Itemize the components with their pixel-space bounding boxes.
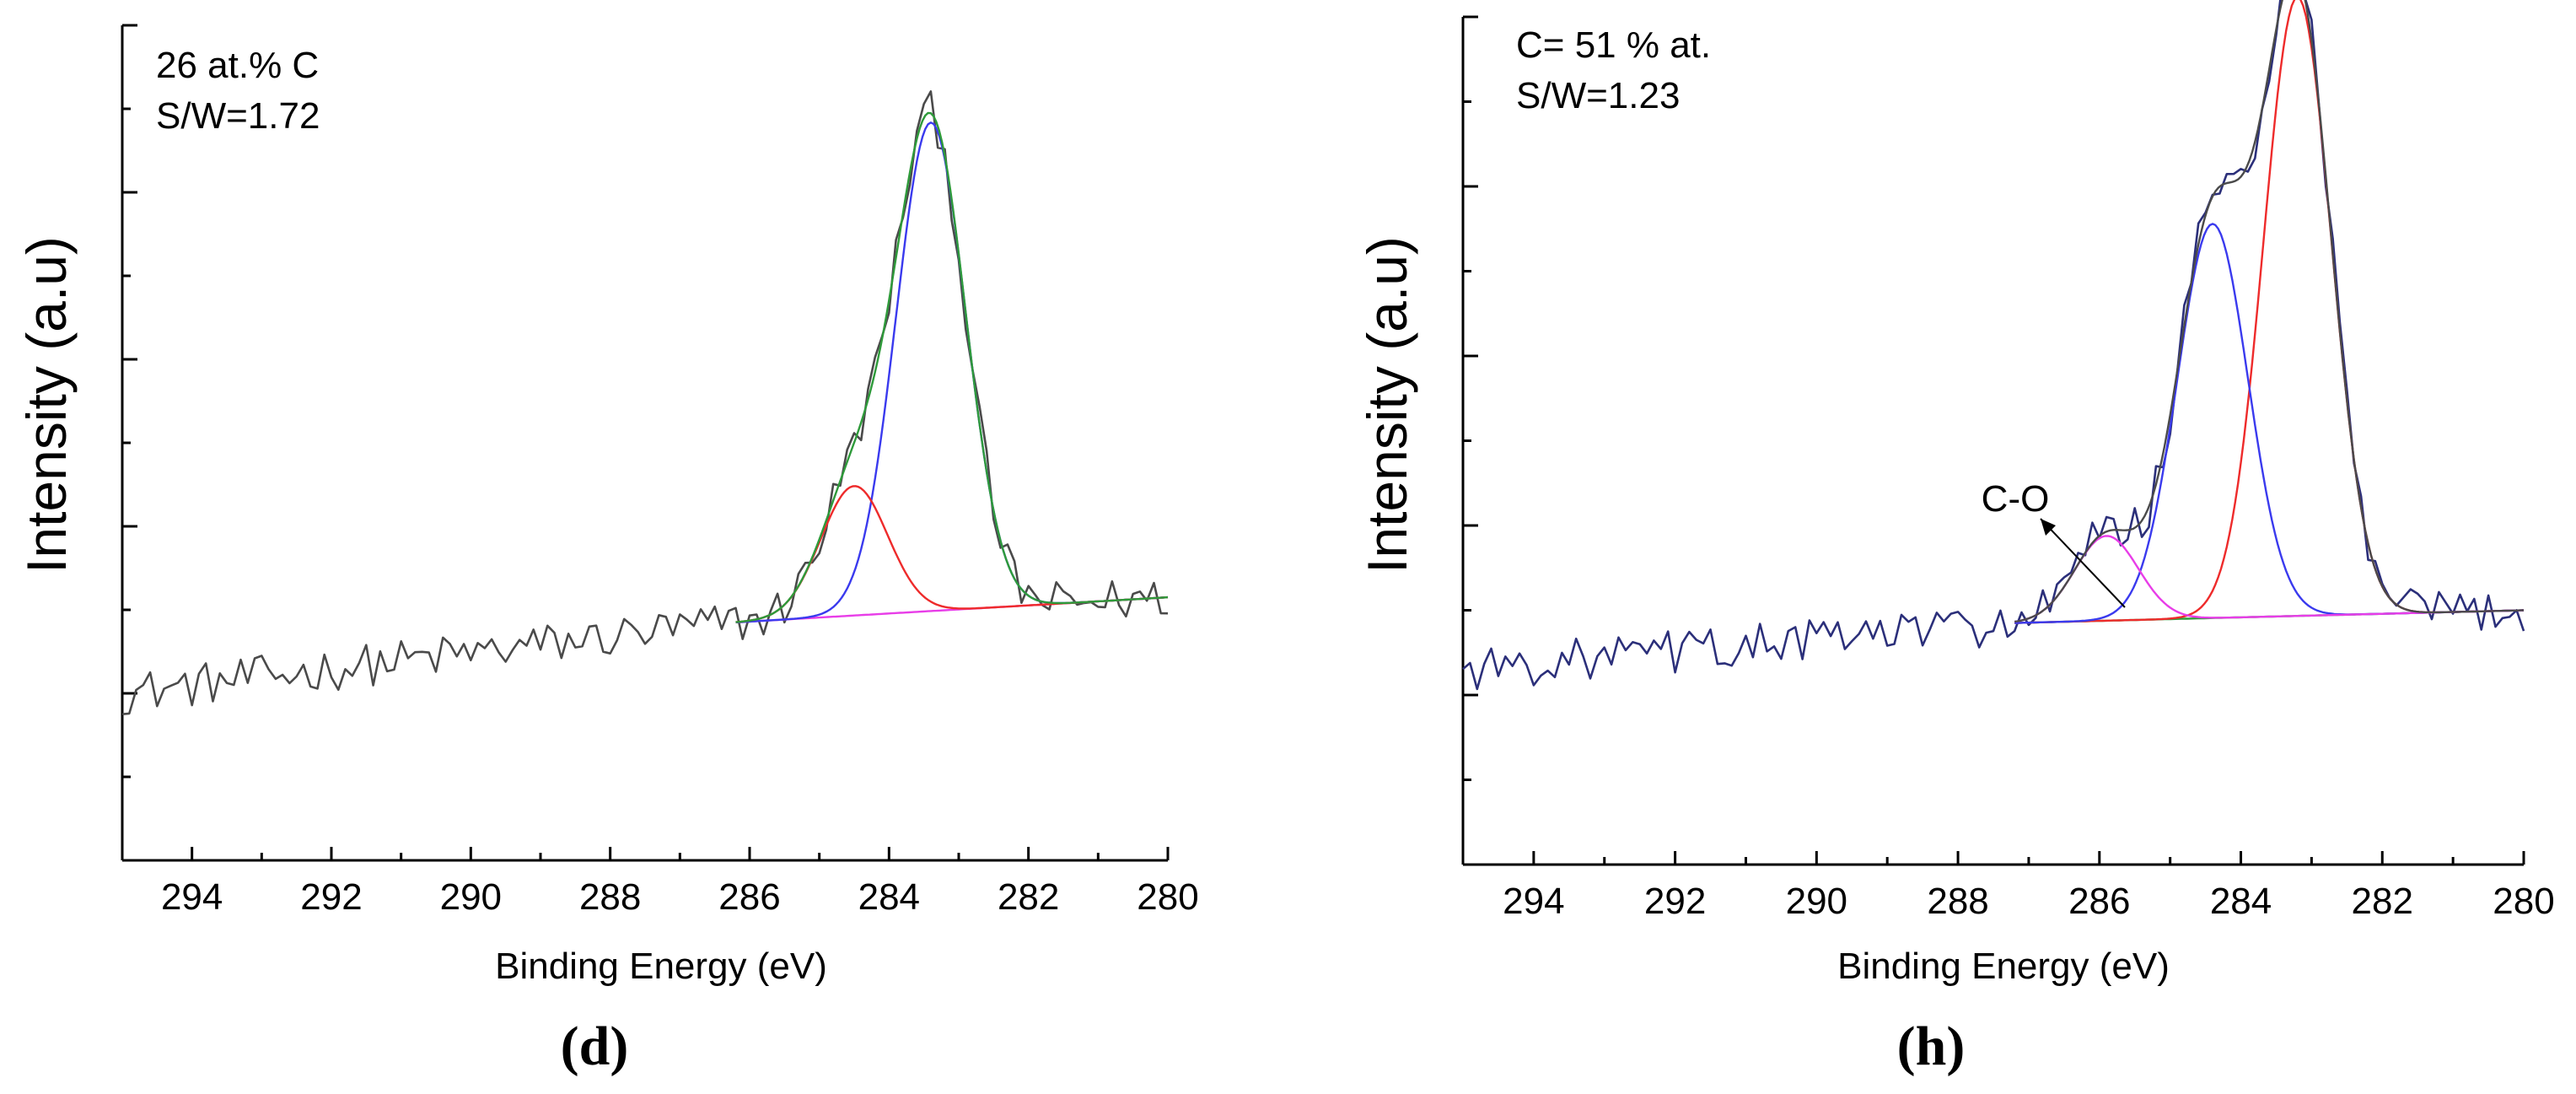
- chart-panel-h: Intensity (a.u) C= 51 % at. S/W=1.23 C-O…: [1356, 0, 2555, 1077]
- annotation-line-1: C= 51 % at.: [1516, 24, 1711, 66]
- x-axis-label: Binding Energy (eV): [495, 946, 827, 987]
- y-axis-label: Intensity (a.u): [15, 236, 78, 574]
- x-tick-label: 284: [858, 876, 920, 918]
- panel-label-letter: h: [1916, 1016, 1947, 1077]
- x-tick-label: 280: [1137, 876, 1198, 918]
- series-envelope: [2014, 0, 2525, 623]
- y-axis-label: Intensity (a.u): [1356, 236, 1418, 574]
- annotation-line-1: 26 at.% C: [156, 45, 319, 86]
- series-envelope: [735, 111, 1169, 623]
- panel-label-open: (: [1897, 1016, 1916, 1077]
- panel-label: (h): [1897, 1016, 1966, 1077]
- panel-label: (d): [561, 1016, 629, 1077]
- peak-annotation: C-O: [1982, 478, 2050, 520]
- x-tick-label: 280: [2493, 881, 2554, 922]
- panel-label-open: (: [561, 1016, 579, 1077]
- panel-label-close: ): [1946, 1016, 1965, 1077]
- annotation-line-2: S/W=1.72: [156, 95, 320, 137]
- x-tick-label: 292: [1644, 881, 1706, 922]
- x-tick-label: 292: [300, 876, 362, 918]
- x-tick-label: 286: [718, 876, 780, 918]
- series-raw-data: [121, 90, 1169, 715]
- x-tick-label: 286: [2068, 881, 2130, 922]
- annotation-arrowhead: [2041, 519, 2056, 536]
- annotation-arrow: [2040, 518, 2126, 608]
- x-tick-label: 288: [1927, 881, 1988, 922]
- x-tick-label: 294: [161, 876, 223, 918]
- panel-label-letter: d: [579, 1016, 610, 1077]
- annotation-line-2: S/W=1.23: [1516, 75, 1680, 116]
- panel-label-close: ): [610, 1016, 628, 1077]
- x-tick-label: 282: [998, 876, 1059, 918]
- x-tick-label: 290: [440, 876, 502, 918]
- ylabel-group: Intensity (a.u): [15, 236, 78, 574]
- ylabel-group: Intensity (a.u): [1356, 236, 1418, 574]
- x-tick-label: 290: [1786, 881, 1847, 922]
- x-tick-label: 282: [2352, 881, 2413, 922]
- x-axis-label: Binding Energy (eV): [1837, 946, 2170, 987]
- x-tick-label: 284: [2210, 881, 2272, 922]
- x-tick-label: 288: [579, 876, 641, 918]
- series-raw-data: [1462, 0, 2525, 691]
- chart-panel-d: Intensity (a.u) 26 at.% C S/W=1.72 Bindi…: [15, 24, 1199, 1077]
- x-tick-label: 294: [1503, 881, 1564, 922]
